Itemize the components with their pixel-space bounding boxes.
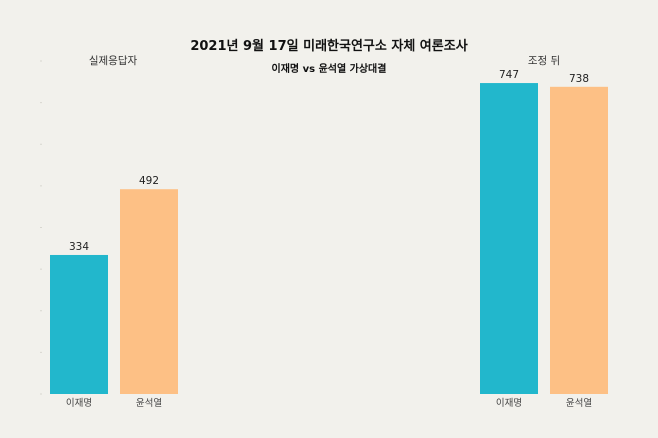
data-label: 492 xyxy=(139,175,159,187)
bar-adjusted-0 xyxy=(480,83,538,394)
bar-actual-1 xyxy=(120,189,178,394)
data-label: 747 xyxy=(499,69,519,81)
panel-title-right: 조정 뒤 xyxy=(528,55,560,67)
data-label: 738 xyxy=(569,73,589,85)
category-label: 윤석열 xyxy=(136,398,162,409)
chart-title: 2021년 9월 17일 미래한국연구소 자체 여론조사 xyxy=(190,38,467,54)
chart-subtitle: 이재명 vs 윤석열 가상대결 xyxy=(272,62,387,75)
bar-actual-0 xyxy=(50,254,108,394)
category-label: 이재명 xyxy=(66,398,92,409)
data-label: 334 xyxy=(69,241,89,253)
category-label: 이재명 xyxy=(496,398,522,409)
category-label: 윤석열 xyxy=(566,398,592,409)
bar-adjusted-1 xyxy=(550,86,608,395)
chart-marks: 334 이재명 492 윤석열 747 이재명 738 윤석열 xyxy=(40,60,608,409)
panel-title-left: 실제응답자 xyxy=(89,55,138,67)
